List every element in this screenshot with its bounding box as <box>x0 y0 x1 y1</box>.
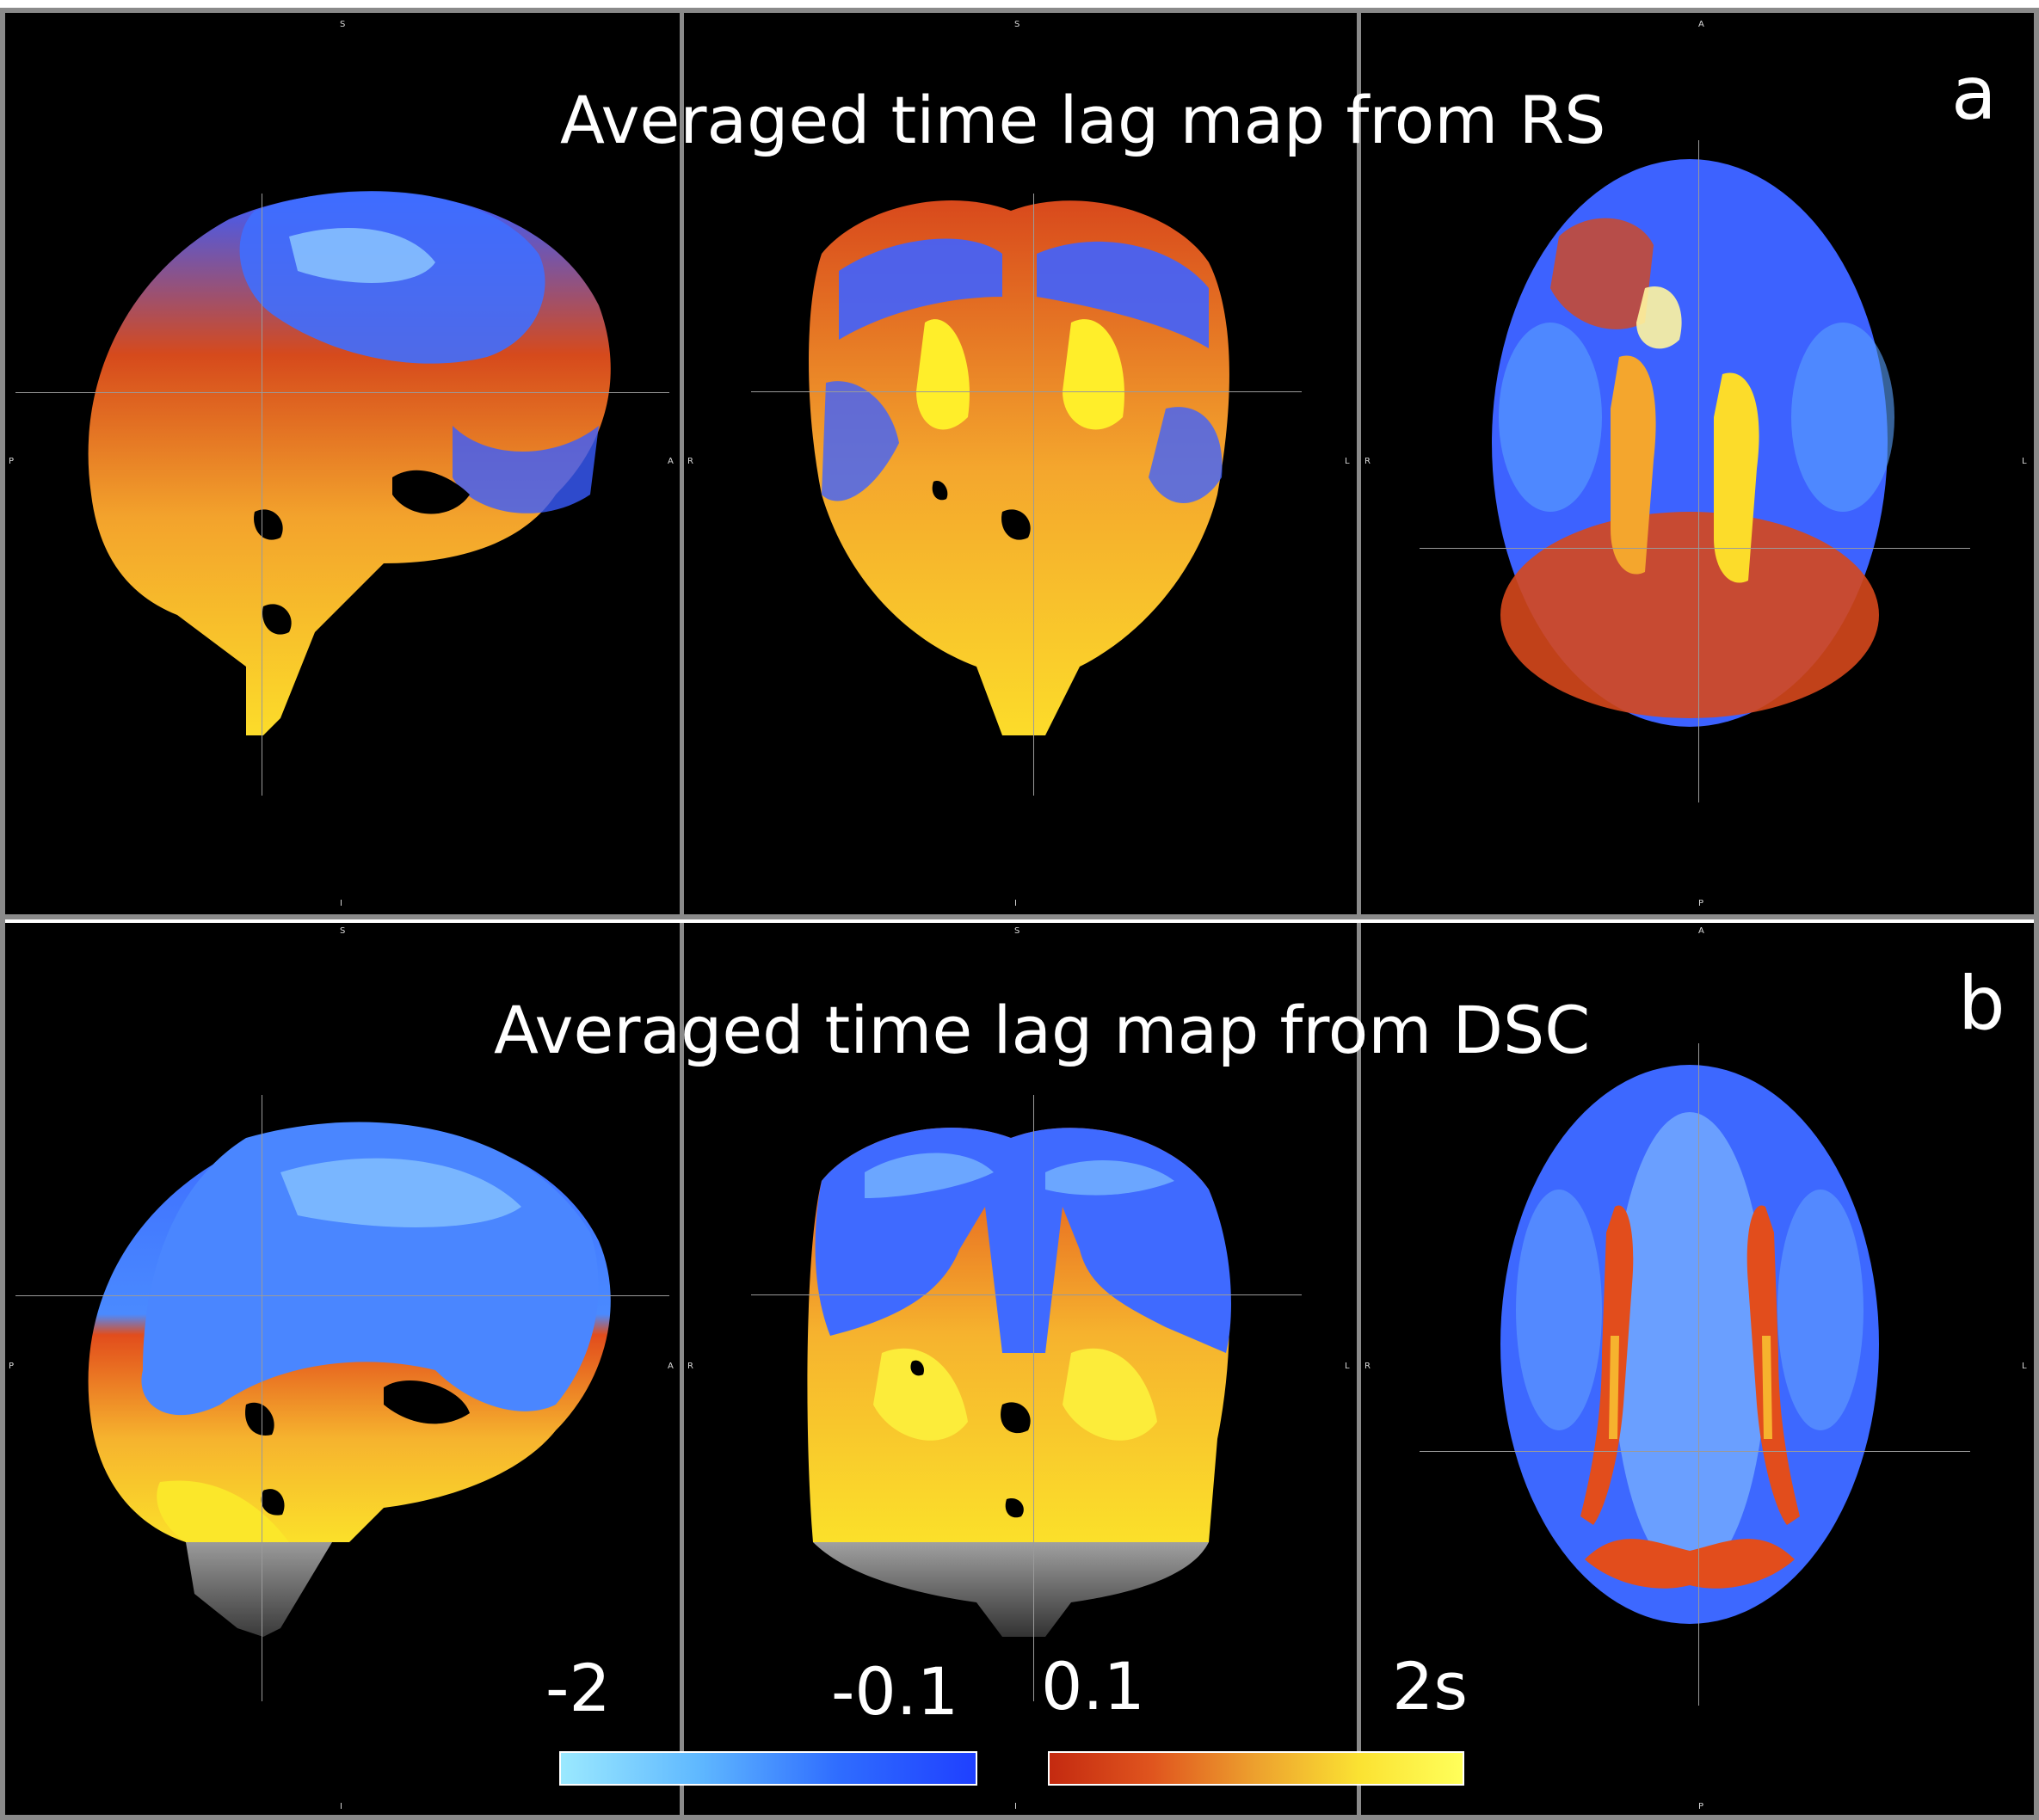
coronal-view-rs: S I R L <box>684 13 1357 914</box>
orient-top: S <box>340 926 346 936</box>
axial-brain-dsc <box>1500 1065 1879 1624</box>
sagittal-brain-rs <box>88 191 611 736</box>
sagittal-view-dsc: S I P A <box>5 923 680 1815</box>
crosshair-horizontal <box>1420 1451 1970 1452</box>
panel-divider <box>1357 13 1361 914</box>
coronal-brain-rs <box>809 200 1229 735</box>
panel-divider <box>680 923 684 1815</box>
orient-right: A <box>668 1362 674 1371</box>
colorbar-hot <box>1048 1751 1464 1786</box>
panel-divider <box>680 13 684 914</box>
top-frame <box>0 8 2039 13</box>
orient-bottom: P <box>1698 899 1704 908</box>
orient-top: A <box>1698 20 1704 29</box>
left-frame <box>0 8 5 1820</box>
panel-letter-a: a <box>1951 51 1997 137</box>
axial-view-dsc: A P R L <box>1361 923 2034 1815</box>
orient-bottom: I <box>1014 899 1017 908</box>
orient-right: L <box>2022 1362 2027 1371</box>
coronal-view-dsc: S I R L <box>684 923 1357 1815</box>
orient-top: S <box>1014 20 1020 29</box>
orient-left: R <box>1364 457 1371 466</box>
axial-view-rs: A P R L <box>1361 13 2034 914</box>
row-rs: S I P A <box>5 13 2034 914</box>
crosshair-horizontal <box>751 1294 1302 1295</box>
crosshair-horizontal <box>751 391 1302 392</box>
orient-left: R <box>687 1362 693 1371</box>
right-frame <box>2034 8 2039 1820</box>
orient-right: L <box>2022 457 2027 466</box>
orient-right: L <box>1345 1362 1350 1371</box>
orient-bottom: I <box>340 899 342 908</box>
coronal-brain-dsc <box>807 1128 1231 1637</box>
orient-top: S <box>340 20 346 29</box>
orient-top: A <box>1698 926 1704 936</box>
orient-bottom: P <box>1698 1802 1704 1811</box>
panel-title-dsc: Averaged time lag map from DSC <box>494 992 1591 1068</box>
colorbar-label-cool-min: -2 <box>545 1650 611 1726</box>
crosshair-vertical <box>1698 140 1699 802</box>
panel-letter-b: b <box>1958 961 2005 1047</box>
orient-left: R <box>687 457 693 466</box>
crosshair-horizontal <box>15 392 669 393</box>
panel-title-rs: Averaged time lag map from RS <box>560 82 1606 158</box>
orient-top: S <box>1014 926 1020 936</box>
sagittal-brain-dsc <box>88 1122 611 1637</box>
colorbar-label-cool-max: -0.1 <box>831 1653 959 1730</box>
crosshair-vertical <box>1698 1043 1699 1706</box>
orient-left: P <box>9 457 15 466</box>
orient-bottom: I <box>340 1802 342 1811</box>
orient-right: A <box>668 457 674 466</box>
colorbar-cool <box>559 1751 977 1786</box>
row-divider <box>0 914 2039 919</box>
row-dsc: S I P A <box>5 923 2034 1815</box>
sagittal-view-rs: S I P A <box>5 13 680 914</box>
axial-brain-rs <box>1492 159 1894 727</box>
crosshair-horizontal <box>1420 548 1970 549</box>
crosshair-horizontal <box>15 1295 669 1296</box>
bottom-frame <box>0 1815 2039 1820</box>
colorbar-label-hot-min: 0.1 <box>1041 1648 1145 1725</box>
orient-right: L <box>1345 457 1350 466</box>
orient-left: R <box>1364 1362 1371 1371</box>
orient-bottom: I <box>1014 1802 1017 1811</box>
panel-divider <box>1357 923 1361 1815</box>
crosshair-vertical <box>1033 194 1034 796</box>
orient-left: P <box>9 1362 15 1371</box>
colorbar-label-hot-max: 2s <box>1392 1648 1468 1725</box>
crosshair-vertical <box>1033 1095 1034 1701</box>
